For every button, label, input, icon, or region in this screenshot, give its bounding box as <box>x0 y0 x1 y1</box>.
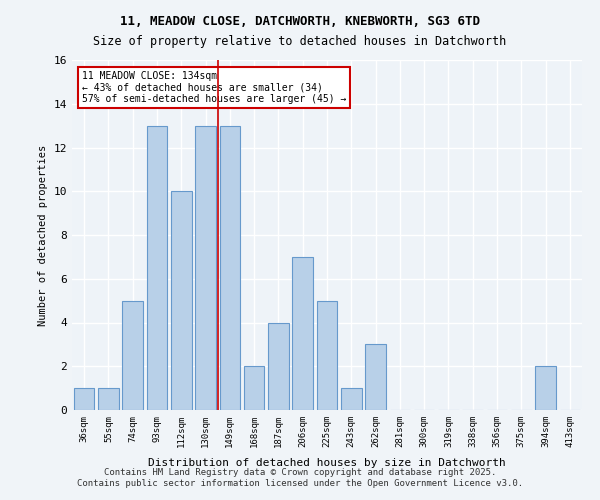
Bar <box>341 388 362 410</box>
Bar <box>171 191 191 410</box>
X-axis label: Distribution of detached houses by size in Datchworth: Distribution of detached houses by size … <box>148 458 506 468</box>
Text: Contains HM Land Registry data © Crown copyright and database right 2025.
Contai: Contains HM Land Registry data © Crown c… <box>77 468 523 487</box>
Bar <box>122 300 143 410</box>
Text: 11 MEADOW CLOSE: 134sqm
← 43% of detached houses are smaller (34)
57% of semi-de: 11 MEADOW CLOSE: 134sqm ← 43% of detache… <box>82 70 347 104</box>
Bar <box>195 126 216 410</box>
Bar <box>535 366 556 410</box>
Bar <box>317 300 337 410</box>
Bar <box>74 388 94 410</box>
Bar <box>365 344 386 410</box>
Bar <box>244 366 265 410</box>
Bar <box>268 322 289 410</box>
Y-axis label: Number of detached properties: Number of detached properties <box>38 144 48 326</box>
Bar <box>146 126 167 410</box>
Text: Size of property relative to detached houses in Datchworth: Size of property relative to detached ho… <box>94 35 506 48</box>
Text: 11, MEADOW CLOSE, DATCHWORTH, KNEBWORTH, SG3 6TD: 11, MEADOW CLOSE, DATCHWORTH, KNEBWORTH,… <box>120 15 480 28</box>
Bar <box>98 388 119 410</box>
Bar <box>292 257 313 410</box>
Bar <box>220 126 240 410</box>
